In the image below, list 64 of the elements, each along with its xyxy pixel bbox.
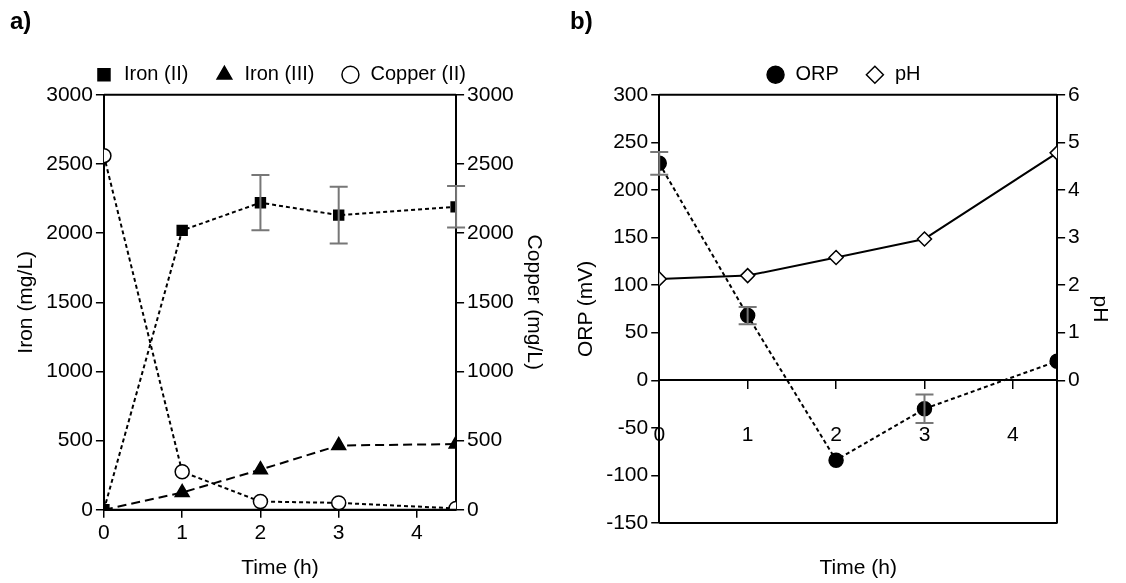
point: [331, 436, 347, 451]
y2-tick-label: 1: [1068, 319, 1080, 343]
x-tick-label: 2: [254, 520, 267, 544]
y2-tick-label: 500: [467, 427, 503, 451]
y2-axis-title: Copper (mg/L): [523, 234, 547, 370]
y-tick-label: 0: [81, 496, 93, 520]
legend-label: Copper (II): [370, 62, 467, 85]
legend-label: pH: [894, 62, 921, 85]
y-tick-label: 250: [613, 129, 649, 153]
y-axis-title: ORP (mV): [573, 260, 597, 358]
point: [176, 224, 188, 237]
y-tick-label: -50: [617, 414, 649, 438]
legend-label: ORP: [795, 62, 839, 85]
x-axis-title: Time (h): [819, 555, 897, 579]
point: [828, 249, 844, 266]
chart-title: a): [10, 7, 32, 35]
y-tick-label: 50: [624, 319, 649, 343]
x-tick-label: 1: [741, 421, 754, 445]
y-tick-label: -150: [606, 509, 649, 533]
y2-axis-title: pH: [1089, 295, 1113, 323]
y2-tick-label: 2000: [467, 219, 514, 243]
chart-title: b): [570, 7, 593, 35]
y-tick-label: 1000: [46, 358, 93, 382]
x-tick-label: 3: [332, 520, 345, 544]
x-tick-label: 2: [830, 421, 842, 445]
y2-tick-label: 2: [1068, 271, 1080, 295]
point: [828, 452, 844, 468]
x-axis-title: Time (h): [241, 555, 319, 579]
x-tick-label: 0: [98, 520, 110, 544]
x-tick-label: 4: [1007, 421, 1020, 445]
y-tick-label: 1500: [46, 289, 93, 313]
y2-tick-label: 4: [1068, 176, 1081, 200]
y-tick-label: 100: [613, 271, 649, 295]
y-axis-title: Iron (mg/L): [13, 250, 37, 354]
y-tick-label: 0: [636, 367, 649, 391]
y2-tick-label: 6: [1068, 81, 1080, 105]
y-tick-label: -100: [606, 462, 649, 486]
y-tick-label: 500: [57, 427, 93, 451]
legend-label: Iron (III): [244, 62, 315, 85]
x-tick-label: 3: [918, 421, 931, 445]
y-tick-label: 2500: [46, 150, 93, 174]
y-tick-label: 150: [613, 224, 649, 248]
y2-tick-label: 3000: [467, 81, 514, 105]
legend-label: Iron (II): [123, 62, 189, 85]
y2-tick-label: 3: [1068, 224, 1080, 248]
y-tick-label: 300: [613, 81, 649, 105]
y2-tick-label: 5: [1068, 129, 1080, 153]
y2-tick-label: 2500: [467, 150, 514, 174]
y2-tick-label: 0: [1068, 367, 1080, 391]
x-tick-label: 4: [411, 520, 424, 544]
y2-tick-label: 1000: [467, 358, 514, 382]
point: [174, 464, 190, 480]
y2-tick-label: 1500: [467, 289, 514, 313]
y-tick-label: 2000: [46, 219, 93, 243]
point: [330, 495, 347, 510]
x-tick-label: 1: [176, 520, 189, 544]
point: [174, 483, 190, 498]
point: [252, 460, 269, 475]
y-tick-label: 200: [613, 176, 649, 200]
y2-tick-label: 0: [467, 496, 479, 520]
point: [739, 267, 756, 284]
y-tick-label: 3000: [46, 81, 93, 105]
point: [252, 493, 269, 510]
point: [916, 231, 933, 247]
